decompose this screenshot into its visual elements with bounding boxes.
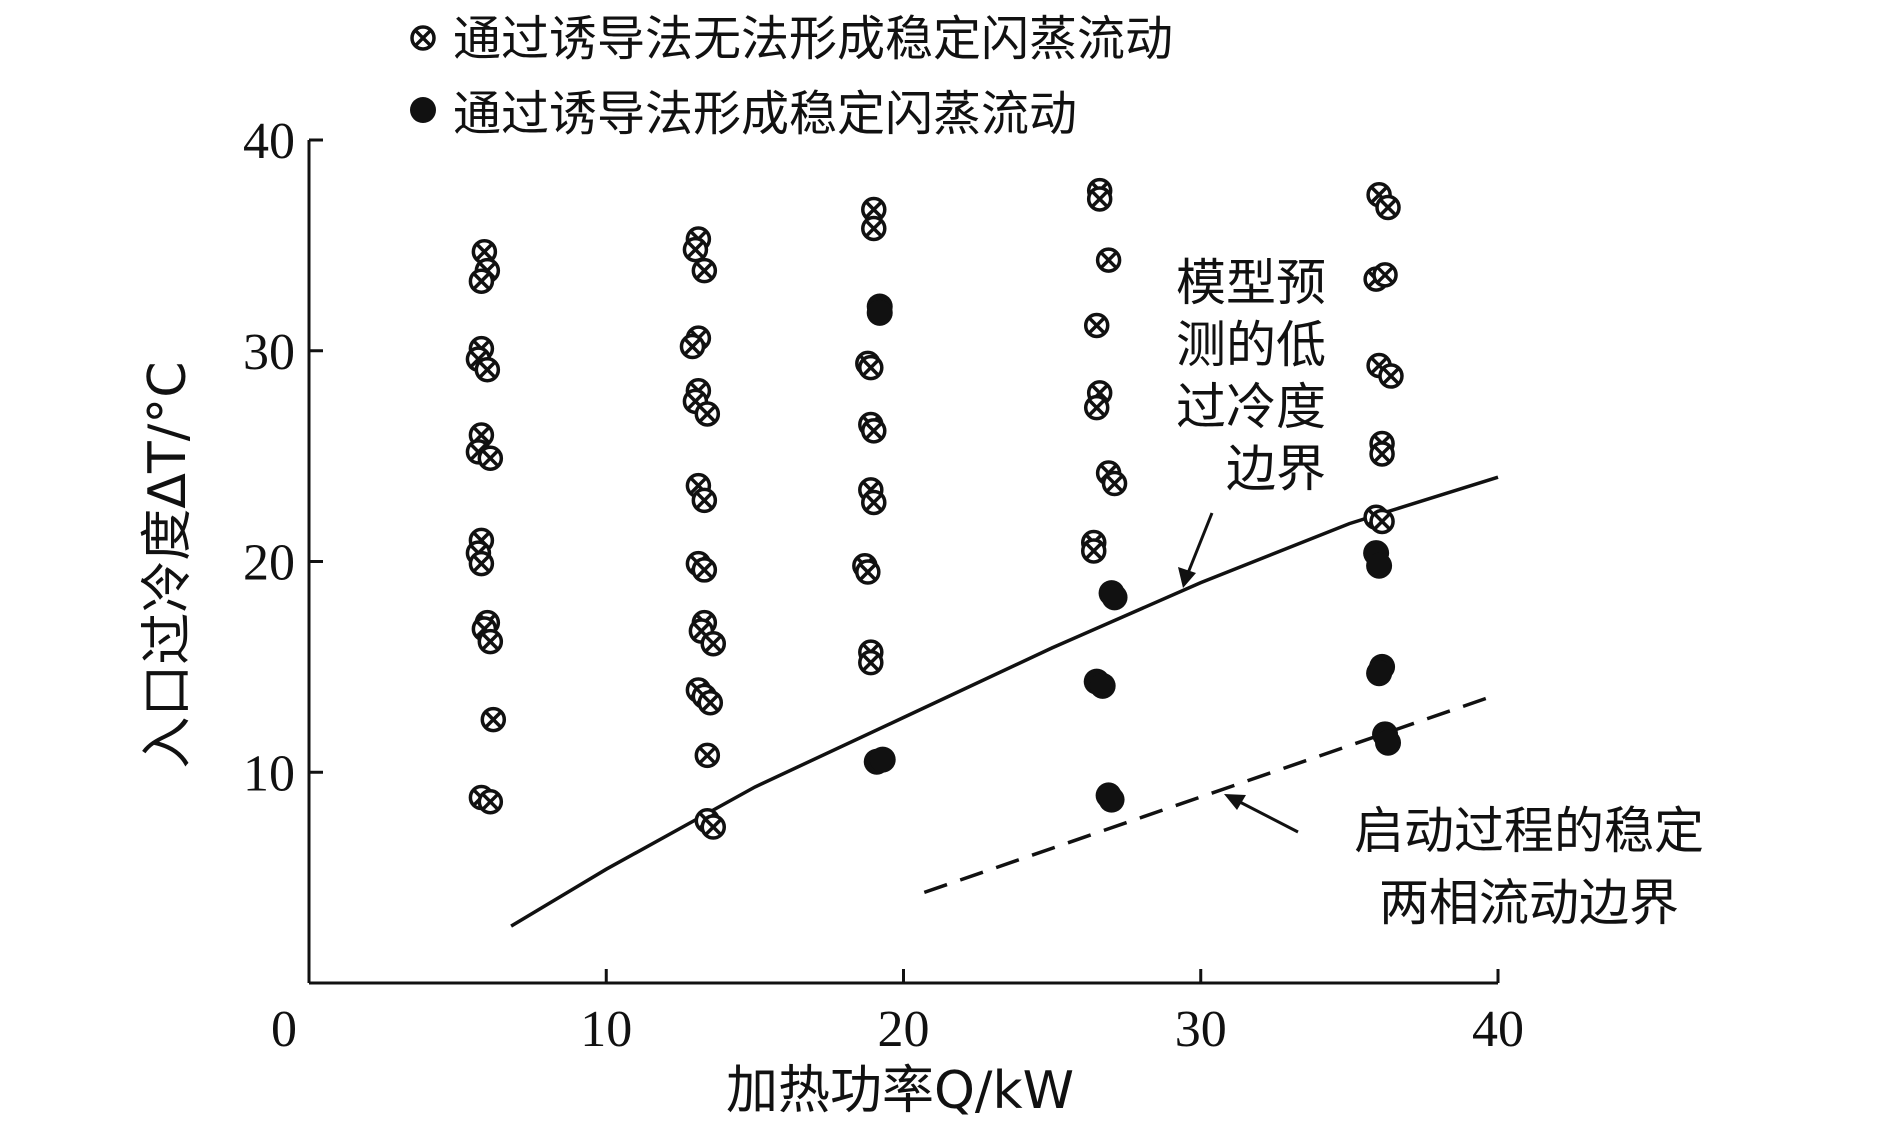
x-ticks: 0 10 20 30 40 [271, 969, 1524, 1058]
point-no-flashing [694, 742, 721, 769]
point-stable-flashing [1366, 552, 1393, 579]
point-no-flashing [1080, 538, 1107, 564]
point-no-flashing [1083, 394, 1110, 421]
point-no-flashing [861, 489, 887, 516]
y-tick-label: 40 [243, 113, 295, 170]
point-no-flashing [861, 215, 887, 242]
point-stable-flashing [1098, 786, 1125, 813]
boundary-curves [510, 475, 1499, 928]
point-no-flashing [694, 401, 721, 427]
point-no-flashing [1375, 194, 1401, 221]
data-points [465, 177, 1404, 840]
point-no-flashing [477, 628, 504, 655]
point-stable-flashing [866, 299, 893, 326]
x-tick-label: 40 [1472, 1001, 1524, 1058]
legend-marker-filled-circle-shape [410, 97, 436, 123]
x-tick-label: 10 [580, 1001, 632, 1058]
annotation-model-boundary-line-1: 模型预 [1176, 254, 1326, 312]
point-stable-flashing [1101, 584, 1128, 611]
point-no-flashing [471, 238, 498, 265]
annotation-model-boundary-line-4: 边界 [1226, 440, 1326, 498]
point-no-flashing [1369, 441, 1395, 467]
point-no-flashing [1086, 186, 1113, 212]
annotation-startup-boundary-arrow [1233, 797, 1299, 834]
point-no-flashing [679, 333, 706, 360]
point-no-flashing [474, 356, 501, 383]
point-no-flashing [682, 236, 709, 263]
point-stable-flashing [869, 746, 896, 773]
point-stable-flashing [1366, 660, 1393, 687]
point-no-flashing [1378, 363, 1404, 389]
point-no-flashing [700, 814, 727, 840]
x-tick-label: 0 [271, 1001, 297, 1058]
annotation-model-boundary-arrowhead [1178, 567, 1196, 588]
legend-marker-crossed-circle [410, 25, 436, 51]
point-no-flashing [691, 557, 718, 583]
x-tick-label: 30 [1175, 1001, 1227, 1058]
point-no-flashing [855, 559, 881, 585]
startup-boundary-line [923, 692, 1499, 895]
point-no-flashing [691, 487, 718, 514]
point-no-flashing [1101, 470, 1128, 497]
legend-marker-filled-circle [410, 97, 436, 123]
point-no-flashing [477, 789, 504, 815]
y-tick-label: 20 [243, 535, 295, 592]
point-no-flashing [477, 445, 504, 471]
axes: 0 10 20 30 40 10 20 30 40 [243, 113, 1524, 1058]
point-no-flashing [1372, 262, 1398, 288]
point-no-flashing [480, 706, 507, 733]
annotation-model-boundary-arrow [1184, 512, 1214, 579]
annotations: 模型预 测的低 过冷度 边界 启动过程的稳定 两相流动边界 [1176, 254, 1704, 932]
point-no-flashing [1369, 508, 1395, 535]
point-no-flashing [468, 550, 495, 577]
point-no-flashing [691, 257, 718, 284]
annotation-model-boundary-line-2: 测的低 [1176, 316, 1326, 374]
legend-item-no-flashing: 通过诱导法无法形成稳定闪蒸流动 [410, 11, 1173, 67]
legend-item-stable-flashing: 通过诱导法形成稳定闪蒸流动 [410, 86, 1077, 142]
point-no-flashing [700, 630, 727, 657]
annotation-startup-boundary-line-1: 启动过程的稳定 [1354, 802, 1704, 860]
y-axis-label: 入口过冷度ΔT/°C [138, 361, 198, 768]
y-ticks: 10 20 30 40 [243, 113, 323, 802]
legend-marker-crossed-circle-shape [410, 25, 436, 51]
y-tick-label: 30 [243, 324, 295, 381]
annotation-model-boundary-line-3: 过冷度 [1176, 378, 1326, 436]
point-no-flashing [697, 689, 724, 716]
point-no-flashing [858, 354, 884, 381]
point-no-flashing [858, 649, 884, 676]
legend-label-stable-flashing: 通过诱导法形成稳定闪蒸流动 [453, 86, 1077, 142]
legend-label-no-flashing: 通过诱导法无法形成稳定闪蒸流动 [453, 11, 1173, 67]
annotation-startup-boundary-line-2: 两相流动边界 [1379, 874, 1679, 932]
x-axis-label: 加热功率Q/kW [726, 1061, 1074, 1121]
annotation-startup-boundary-arrowhead [1224, 794, 1246, 810]
point-no-flashing [1083, 312, 1110, 339]
legend: 通过诱导法无法形成稳定闪蒸流动 通过诱导法形成稳定闪蒸流动 [410, 11, 1173, 142]
point-stable-flashing [1375, 729, 1402, 756]
point-stable-flashing [1089, 672, 1116, 699]
point-no-flashing [861, 418, 887, 444]
x-tick-label: 20 [878, 1001, 930, 1058]
model-boundary-curve [510, 475, 1499, 928]
point-no-flashing [468, 268, 495, 294]
y-tick-label: 10 [243, 745, 295, 802]
point-no-flashing [1095, 247, 1122, 273]
